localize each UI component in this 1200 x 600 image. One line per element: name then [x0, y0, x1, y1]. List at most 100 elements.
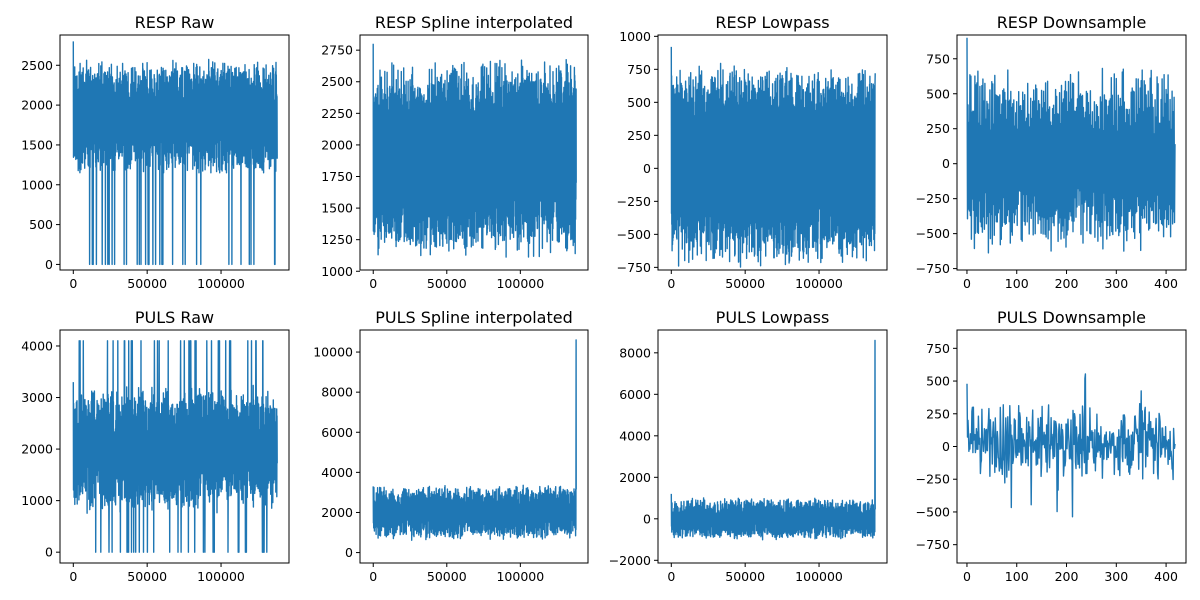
y-tick-label: 500 — [926, 86, 950, 101]
y-tick-label: 2000 — [21, 442, 53, 457]
x-tick-label: 50000 — [427, 276, 467, 291]
y-tick-label: 1500 — [21, 137, 53, 152]
x-tick-label: 50000 — [427, 569, 467, 584]
y-tick-label: 250 — [627, 128, 651, 143]
y-tick-label: 1750 — [321, 169, 353, 184]
y-tick-label: 0 — [643, 511, 651, 526]
y-tick-label: 2000 — [321, 137, 353, 152]
y-tick-label: 8000 — [619, 345, 651, 360]
x-tick-label: 0 — [369, 569, 377, 584]
y-tick-label: 8000 — [321, 385, 353, 400]
y-tick-label: −750 — [916, 537, 950, 552]
y-tick-label: −500 — [916, 226, 950, 241]
y-tick-label: 4000 — [619, 428, 651, 443]
axes-frame — [359, 34, 589, 271]
y-tick-label: −500 — [916, 504, 950, 519]
subplot-title: RESP Downsample — [997, 13, 1147, 32]
subplot-4: RESP Downsample 0 100 200 300 400 −750 −500 −250… — [916, 13, 1187, 291]
series-line — [670, 339, 876, 541]
x-tick-label: 50000 — [725, 569, 765, 584]
x-tick-label: 200 — [1055, 569, 1079, 584]
y-tick-label: 0 — [942, 156, 950, 171]
y-tick-label: 3000 — [21, 390, 53, 405]
x-tick-label: 400 — [1154, 276, 1178, 291]
y-tick-label: 250 — [926, 121, 950, 136]
y-tick-label: 2750 — [321, 43, 353, 58]
y-tick-label: 750 — [627, 62, 651, 77]
x-tick-label: 300 — [1104, 276, 1128, 291]
subplot-title: RESP Raw — [135, 13, 215, 32]
y-tick-label: 4000 — [21, 338, 53, 353]
series-line — [72, 41, 278, 266]
x-tick-label: 100 — [1005, 276, 1029, 291]
subplot-title: RESP Lowpass — [715, 13, 829, 32]
y-tick-label: 4000 — [321, 465, 353, 480]
series-line — [966, 37, 1176, 254]
y-tick-label: 6000 — [619, 387, 651, 402]
subplot-3: RESP Lowpass 0 50000 100000 −750 −500 −250 0 250… — [617, 13, 888, 291]
subplot-8: PULS Downsample 0 100 200 300 400 −750 −500 −250… — [916, 308, 1187, 584]
x-tick-label: 400 — [1154, 569, 1178, 584]
subplot-title: PULS Spline interpolated — [375, 308, 573, 327]
subplot-2: RESP Spline interpolated 0 50000 100000 1000… — [321, 13, 589, 291]
x-tick-label: 0 — [69, 276, 77, 291]
x-tick-label: 100000 — [197, 569, 245, 584]
x-tick-label: 100000 — [496, 276, 544, 291]
x-tick-label: 0 — [69, 569, 77, 584]
y-tick-label: 500 — [627, 95, 651, 110]
y-tick-label: 250 — [926, 406, 950, 421]
series-line — [966, 373, 1176, 518]
y-tick-label: 0 — [45, 545, 53, 560]
axes-frame — [956, 34, 1187, 271]
subplot-1: RESP Raw 0 50000 100000 0 500 1000 1500 2000 2500 — [21, 13, 290, 291]
y-tick-label: 500 — [29, 217, 53, 232]
y-tick-label: 500 — [926, 374, 950, 389]
y-tick-label: −750 — [617, 260, 651, 275]
y-tick-label: 0 — [643, 161, 651, 176]
x-tick-label: 100000 — [795, 276, 843, 291]
x-tick-label: 50000 — [127, 276, 167, 291]
x-tick-label: 0 — [667, 569, 675, 584]
axes-frame — [59, 329, 290, 564]
y-tick-label: 6000 — [321, 425, 353, 440]
y-tick-label: −250 — [916, 472, 950, 487]
x-tick-label: 50000 — [725, 276, 765, 291]
x-tick-label: 200 — [1055, 276, 1079, 291]
x-tick-label: 100000 — [197, 276, 245, 291]
axes-frame — [657, 329, 888, 564]
y-tick-label: 1000 — [21, 493, 53, 508]
y-tick-label: 2250 — [321, 106, 353, 121]
x-tick-label: 0 — [963, 569, 971, 584]
series-line — [670, 46, 876, 268]
y-tick-label: 750 — [926, 341, 950, 356]
y-tick-label: 750 — [926, 51, 950, 66]
subplot-6: PULS Spline interpolated 0 50000 100000 0 200… — [313, 308, 589, 584]
y-tick-label: 1000 — [321, 264, 353, 279]
y-tick-label: 1250 — [321, 232, 353, 247]
subplot-title: PULS Raw — [135, 308, 214, 327]
y-tick-label: −250 — [916, 191, 950, 206]
y-tick-label: 2500 — [21, 58, 53, 73]
series-line — [372, 43, 577, 258]
y-tick-label: 1000 — [21, 177, 53, 192]
y-tick-label: −250 — [617, 194, 651, 209]
x-tick-label: 0 — [667, 276, 675, 291]
axes-frame — [59, 34, 290, 271]
x-tick-label: 100000 — [795, 569, 843, 584]
y-tick-label: 2000 — [321, 505, 353, 520]
x-tick-label: 0 — [963, 276, 971, 291]
subplot-5: PULS Raw 0 50000 100000 0 1000 2000 3000 4000 — [21, 308, 290, 584]
y-tick-label: 0 — [942, 439, 950, 454]
y-tick-label: 2500 — [321, 74, 353, 89]
subplot-title: RESP Spline interpolated — [375, 13, 573, 32]
x-tick-label: 0 — [369, 276, 377, 291]
y-tick-label: 1500 — [321, 201, 353, 216]
subplot-title: PULS Downsample — [997, 308, 1146, 327]
subplot-title: PULS Lowpass — [716, 308, 830, 327]
y-tick-label: 2000 — [21, 98, 53, 113]
series-line — [72, 340, 278, 553]
x-tick-label: 50000 — [127, 569, 167, 584]
x-tick-label: 100000 — [496, 569, 544, 584]
x-tick-label: 300 — [1104, 569, 1128, 584]
